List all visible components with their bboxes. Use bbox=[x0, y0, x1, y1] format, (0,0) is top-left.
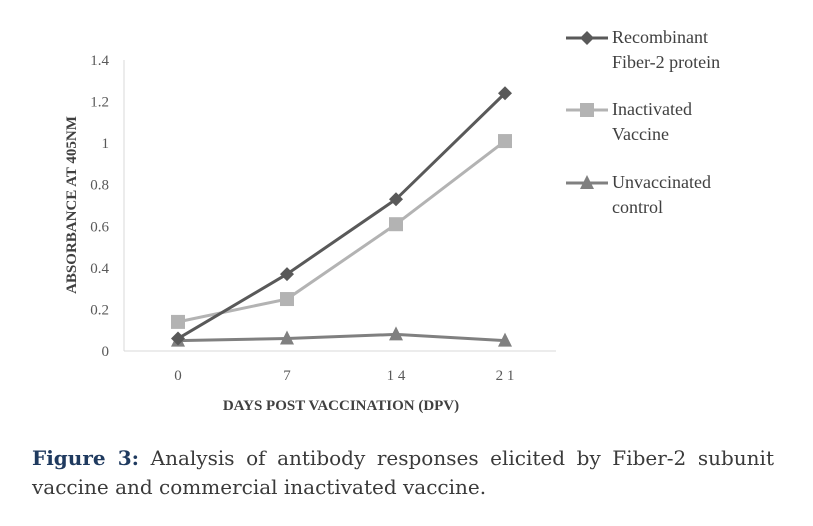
data-point bbox=[498, 332, 512, 347]
series-line bbox=[177, 332, 506, 343]
legend-item: Inactivated Vaccine bbox=[566, 99, 692, 144]
chart-axes bbox=[123, 60, 556, 352]
x-tick-labels: 0 7 1 4 2 1 bbox=[174, 368, 514, 384]
y-tick-label: 0.4 bbox=[90, 261, 109, 277]
series-markers bbox=[171, 86, 512, 347]
legend-marker bbox=[580, 103, 594, 117]
figure-caption: Figure 3: Analysis of antibody responses… bbox=[32, 444, 774, 502]
x-tick-label: 2 1 bbox=[496, 368, 515, 384]
legend-label: Inactivated bbox=[612, 99, 692, 119]
legend-item: Recombinant Fiber-2 protein bbox=[566, 27, 720, 72]
y-tick-label: 0 bbox=[102, 344, 110, 360]
legend: Recombinant Fiber-2 protein Inactivated Vac… bbox=[566, 27, 720, 217]
data-point bbox=[280, 292, 294, 307]
legend-label: Recombinant bbox=[612, 27, 708, 47]
legend-label: Fiber-2 protein bbox=[612, 52, 720, 72]
data-point bbox=[171, 314, 185, 329]
legend-marker bbox=[580, 31, 594, 45]
legend-label: Unvaccinated bbox=[612, 172, 711, 192]
series-line bbox=[177, 92, 507, 340]
y-tick-label: 1.2 bbox=[90, 95, 109, 111]
y-tick-label: 0.2 bbox=[90, 302, 109, 318]
y-tick-label: 1 bbox=[102, 136, 110, 152]
y-tick-label: 1.4 bbox=[90, 53, 109, 69]
data-point bbox=[280, 330, 294, 345]
series-lines bbox=[177, 92, 507, 343]
data-point bbox=[389, 217, 403, 232]
legend-marker bbox=[580, 175, 594, 189]
x-tick-label: 7 bbox=[283, 368, 291, 384]
data-point bbox=[171, 331, 185, 346]
data-point bbox=[280, 267, 294, 282]
data-point bbox=[498, 134, 512, 149]
x-tick-label: 0 bbox=[174, 368, 182, 384]
data-point bbox=[498, 86, 512, 101]
y-tick-label: 0.8 bbox=[90, 178, 109, 194]
legend-label: Vaccine bbox=[612, 124, 669, 144]
series-line bbox=[177, 139, 506, 324]
y-tick-labels: 0 0.2 0.4 0.6 0.8 1 1.2 1.4 bbox=[90, 53, 109, 360]
data-point bbox=[389, 326, 403, 341]
x-axis-title: DAYS POST VACCINATION (DPV) bbox=[223, 398, 459, 414]
data-point bbox=[389, 192, 403, 207]
y-axis-title: ABSORBANCE AT 405NM bbox=[64, 116, 80, 294]
caption-label: Figure 3: bbox=[32, 446, 140, 470]
legend-item: Unvaccinated control bbox=[566, 172, 711, 217]
y-tick-label: 0.6 bbox=[90, 219, 109, 235]
x-tick-label: 1 4 bbox=[387, 368, 406, 384]
legend-label: control bbox=[612, 197, 663, 217]
chart: 0 0.2 0.4 0.6 0.8 1 1.2 1.4 0 7 1 4 2 1 ABSORBANCE… bbox=[64, 27, 720, 414]
caption-text: Analysis of antibody responses elicited … bbox=[32, 446, 774, 499]
